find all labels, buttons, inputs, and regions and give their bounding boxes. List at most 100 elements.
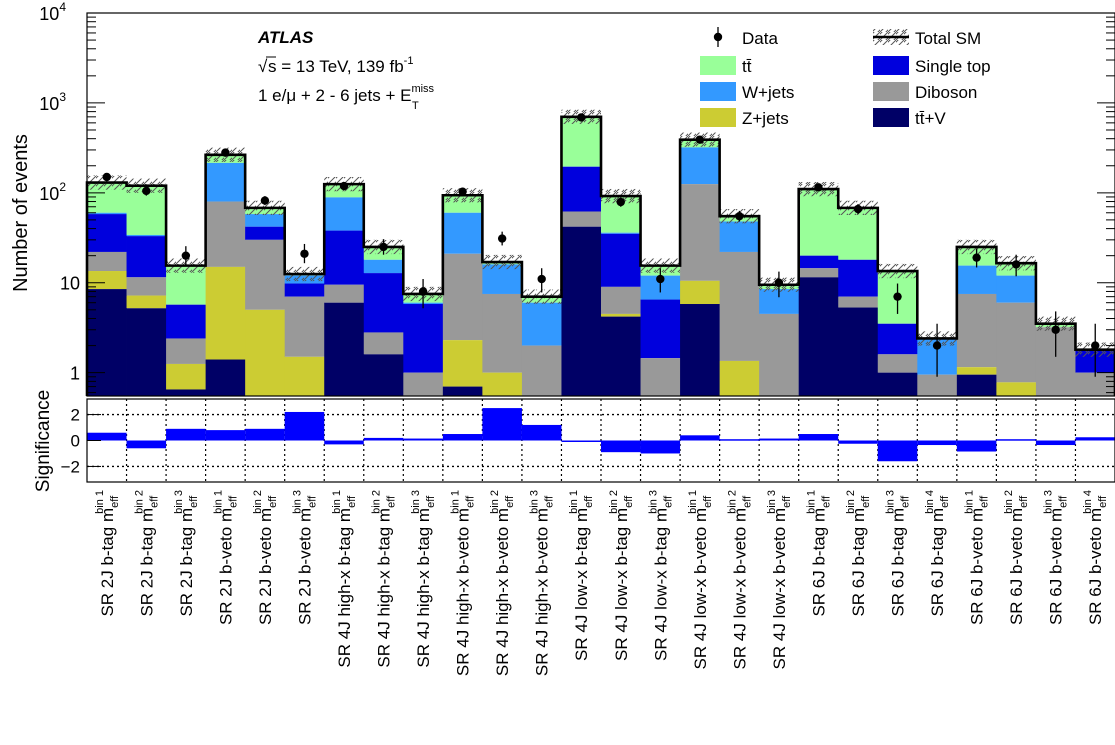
data-point-bin-16 — [695, 135, 705, 144]
data-point-bin-4 — [221, 148, 230, 157]
significance-bar-bin-19 — [798, 434, 839, 441]
data-point-bin-7 — [339, 181, 349, 191]
legend: Data Total SM tt̄ Single top W+jets Diboson Z+… — [700, 27, 991, 128]
category-label-bin-1: SR 2J b-tag meffbin 1 — [94, 490, 121, 617]
legend-entry-single-top: Single top — [873, 56, 991, 76]
bar-single-top-bin-6 — [284, 283, 325, 297]
legend-label: tt̄+V — [915, 109, 946, 128]
legend-label: Single top — [915, 57, 991, 76]
category-label-bin-15: SR 4J low-x b-tag meffbin 3 — [647, 490, 674, 661]
legend-entry-data: Data — [713, 27, 778, 48]
data-point-bin-24 — [1011, 260, 1021, 269]
bar-z-jets-bin-4 — [205, 266, 246, 360]
significance-bar-bin-5 — [245, 428, 285, 441]
data-point-bin-10 — [458, 187, 467, 196]
category-label-bin-7: SR 4J high-x b-tag meffbin 1 — [331, 490, 358, 668]
significance-tick-label: 0 — [71, 432, 80, 451]
category-label-bin-13: SR 4J low-x b-tag meffbin 1 — [568, 490, 595, 661]
legend-entry-w-jets: W+jets — [700, 82, 794, 102]
significance-bar-bin-12 — [521, 424, 562, 441]
bar-diboson-bin-26 — [1075, 372, 1115, 396]
category-label-bin-24: SR 6J b-veto meffbin 2 — [1003, 490, 1030, 625]
bar-z-jets-bin-3 — [166, 363, 207, 390]
category-label-bin-11: SR 4J high-x b-veto meffbin 2 — [489, 490, 516, 676]
bar-tt-v-bin-14 — [601, 316, 641, 396]
category-label-bin-20: SR 6J b-tag meffbin 2 — [845, 490, 872, 617]
bar-diboson-bin-23 — [956, 293, 997, 368]
energy-label: √ s = 13 TeV, 139 fb-1 — [258, 55, 413, 76]
data-point-bin-12 — [537, 274, 546, 284]
significance-panel — [87, 399, 1115, 482]
category-label-bin-17: SR 4J low-x b-veto meffbin 2 — [726, 490, 753, 669]
legend-swatch — [700, 108, 736, 127]
bar-single-top-bin-5 — [245, 226, 286, 240]
bar-single-top-bin-14 — [601, 233, 641, 287]
significance-bar-bin-3 — [166, 428, 206, 441]
category-label-bin-22: SR 6J b-tag meffbin 4 — [924, 490, 951, 617]
main-histogram-panel — [85, 109, 1115, 396]
y-tick-label: 104 — [39, 0, 66, 24]
legend-label: W+jets — [742, 83, 794, 102]
bar-tt-v-bin-16 — [680, 304, 721, 396]
data-point-bin-13 — [577, 113, 586, 122]
bar-tt-v-bin-19 — [798, 277, 839, 396]
data-point-bin-2 — [142, 186, 151, 196]
y-tick-label: 103 — [39, 90, 66, 114]
data-point-bin-6 — [300, 249, 309, 258]
y-tick-label: 102 — [39, 180, 66, 204]
data-point-bin-14 — [616, 197, 625, 207]
bar-w-jets-bin-23 — [956, 265, 997, 294]
data-point-bin-5 — [260, 196, 270, 205]
bar-z-jets-bin-17 — [719, 360, 760, 396]
energy-sqrt-sign: √ — [258, 57, 268, 76]
bar-single-top-bin-21 — [877, 323, 918, 355]
significance-bar-bin-4 — [205, 430, 246, 441]
significance-bar-bin-6 — [284, 411, 325, 441]
category-label-bin-9: SR 4J high-x b-tag meffbin 3 — [410, 490, 437, 668]
significance-bar-bin-26 — [1075, 437, 1115, 441]
bar-w-jets-bin-11 — [482, 264, 523, 294]
category-label-bin-10: SR 4J high-x b-veto meffbin 1 — [450, 490, 477, 676]
bar-single-top-bin-2 — [126, 236, 167, 278]
bar-w-jets-bin-17 — [719, 221, 760, 252]
y-axis-title: Number of events — [10, 134, 32, 292]
bar-tt-v-bin-23 — [956, 374, 997, 396]
significance-axis-title: Significance — [33, 390, 54, 492]
selection-label: 1 e/μ + 2 - 6 jets + Emiss T — [258, 83, 435, 112]
significance-bar-bin-25 — [1035, 440, 1076, 446]
category-label-bin-14: SR 4J low-x b-tag meffbin 2 — [608, 490, 635, 661]
bar-diboson-bin-2 — [126, 277, 167, 296]
bar-w-jets-bin-5 — [245, 214, 286, 227]
significance-bar-bin-11 — [482, 408, 522, 441]
y-axis: 1 10 102 103 104 — [39, 0, 1115, 394]
category-label-bin-12: SR 4J high-x b-veto meffbin 3 — [529, 490, 556, 676]
significance-bar-bin-24 — [996, 439, 1036, 441]
legend-swatch — [700, 82, 736, 101]
bar-z-jets-bin-16 — [680, 280, 721, 305]
atlas-label: ATLAS — [257, 28, 314, 47]
category-label-bin-19: SR 6J b-tag meffbin 1 — [805, 490, 832, 617]
bar-diboson-bin-9 — [403, 372, 444, 396]
legend-label: Z+jets — [742, 109, 789, 128]
significance-bar-bin-7 — [324, 440, 364, 445]
data-point-bin-19 — [814, 183, 823, 192]
significance-bar-bin-8 — [363, 437, 404, 441]
bar-tt-v-bin-3 — [166, 389, 207, 396]
energy-label-sup: -1 — [404, 55, 414, 67]
bar-diboson-bin-15 — [640, 358, 681, 396]
legend-swatch — [873, 56, 909, 75]
bar-single-top-bin-15 — [640, 299, 681, 359]
bar-z-jets-bin-5 — [245, 309, 286, 396]
bar-w-jets-bin-14 — [601, 232, 641, 234]
bar-tt--bin-20 — [838, 207, 879, 260]
bar-diboson-bin-11 — [482, 293, 523, 373]
bar-diboson-bin-18 — [759, 313, 800, 396]
data-point-bin-1 — [102, 172, 111, 182]
data-point-bin-15 — [656, 274, 665, 284]
category-label-bin-2: SR 2J b-tag meffbin 2 — [133, 490, 160, 617]
bar-z-jets-bin-23 — [956, 367, 997, 375]
data-point-bin-26 — [1091, 341, 1100, 350]
significance-bar-bin-1 — [87, 432, 127, 441]
bar-single-top-bin-13 — [561, 166, 602, 212]
category-label-bin-25: SR 6J b-veto meffbin 3 — [1043, 490, 1070, 625]
